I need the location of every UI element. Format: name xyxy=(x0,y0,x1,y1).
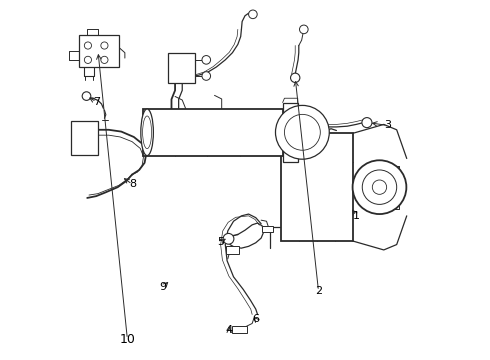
Circle shape xyxy=(202,55,211,64)
Text: 3: 3 xyxy=(384,121,391,130)
Circle shape xyxy=(84,56,92,63)
Text: 7: 7 xyxy=(93,97,100,107)
Text: 10: 10 xyxy=(120,333,135,346)
Ellipse shape xyxy=(141,109,153,156)
Bar xyxy=(226,246,239,253)
Circle shape xyxy=(372,180,387,194)
Circle shape xyxy=(202,72,211,80)
Bar xyxy=(232,325,247,333)
Ellipse shape xyxy=(143,116,151,149)
Circle shape xyxy=(82,92,91,100)
Circle shape xyxy=(275,105,329,159)
Circle shape xyxy=(248,10,257,19)
Text: 9: 9 xyxy=(160,282,167,292)
Bar xyxy=(168,53,195,83)
Bar xyxy=(281,134,353,241)
Bar xyxy=(143,109,283,156)
Circle shape xyxy=(101,42,108,49)
Text: 1: 1 xyxy=(353,211,360,221)
Circle shape xyxy=(299,25,308,34)
Circle shape xyxy=(285,114,320,150)
Bar xyxy=(262,226,273,232)
Bar xyxy=(79,35,119,67)
Text: 5: 5 xyxy=(217,237,224,247)
Circle shape xyxy=(362,118,372,128)
Circle shape xyxy=(84,42,92,49)
Bar xyxy=(283,103,298,162)
Circle shape xyxy=(291,73,300,82)
Text: 8: 8 xyxy=(129,179,136,189)
Circle shape xyxy=(353,160,406,214)
Text: 4: 4 xyxy=(226,325,233,335)
Circle shape xyxy=(223,233,234,244)
Circle shape xyxy=(101,56,108,63)
Text: 6: 6 xyxy=(252,314,259,324)
Text: 2: 2 xyxy=(315,286,322,296)
Circle shape xyxy=(362,170,397,204)
Bar xyxy=(71,121,98,155)
